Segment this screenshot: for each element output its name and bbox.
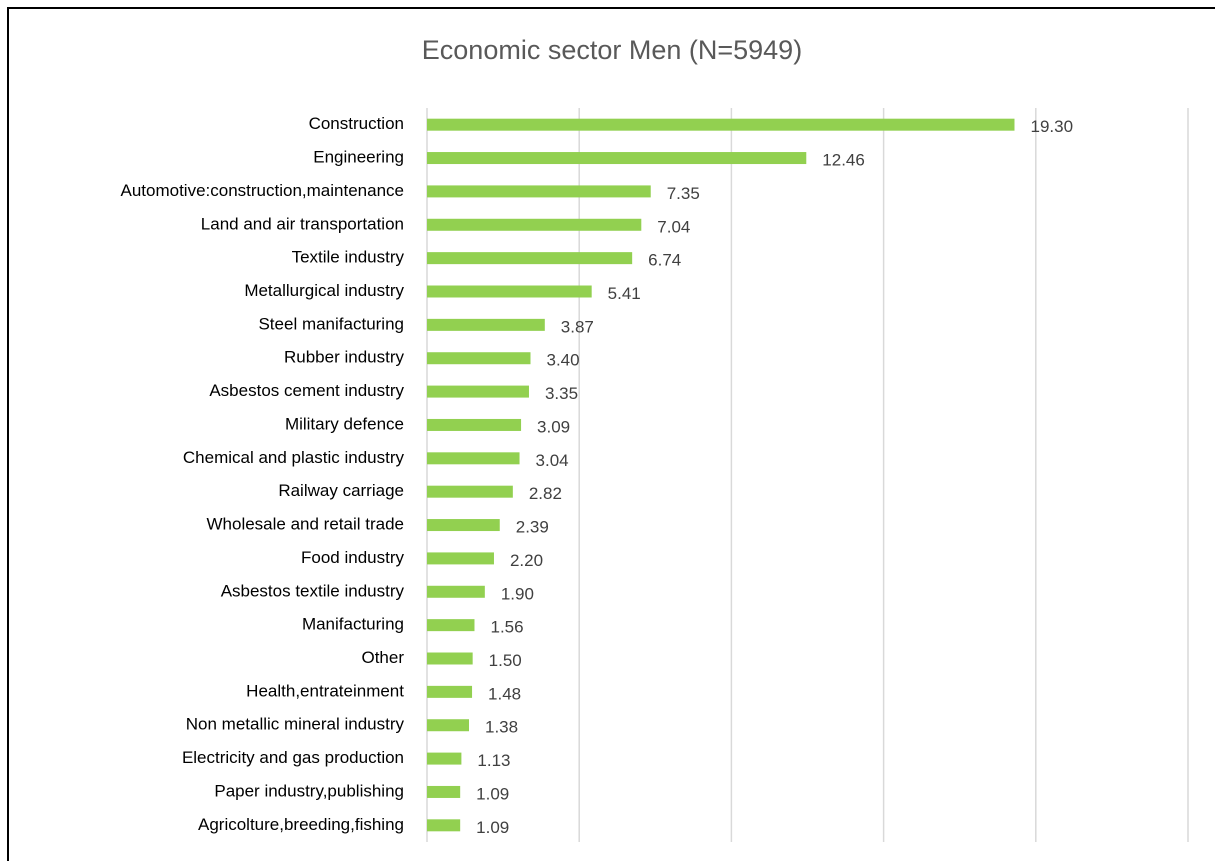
bar [427,418,522,431]
bar [427,485,513,498]
y-tick-label: Military defence [285,414,404,433]
y-tick-label: Health,entrateinment [246,681,404,700]
data-label: 7.35 [667,184,700,203]
data-label: 1.48 [488,684,521,703]
y-tick-label: Engineering [313,148,404,167]
data-label: 2.82 [529,484,562,503]
bar [427,452,520,465]
bar [427,652,473,665]
y-tick-label: Non metallic mineral industry [186,715,405,734]
y-tick-label: Other [361,648,404,667]
y-tick-label: Manifacturing [302,615,404,634]
bar [427,519,500,532]
bar [427,619,475,632]
data-label: 2.39 [516,518,549,537]
frame [7,7,1215,861]
y-tick-label: Food industry [301,548,404,567]
bar [427,785,461,798]
data-label: 1.50 [489,651,522,670]
data-label: 3.87 [561,317,594,336]
bar [427,218,642,231]
y-tick-label: Construction [309,114,404,133]
y-tick-label: Railway carriage [278,481,404,500]
bar [427,152,807,165]
data-label: 6.74 [648,251,681,270]
data-label: 19.30 [1030,117,1073,136]
y-tick-label: Rubber industry [284,348,405,367]
bar [427,585,485,598]
y-tick-label: Metallurgical industry [244,281,404,300]
y-tick-label: Agricolture,breeding,fishing [198,815,404,834]
y-tick-label: Asbestos cement industry [209,381,404,400]
y-tick-label: Paper industry,publishing [214,781,404,800]
data-label: 3.40 [546,351,579,370]
y-tick-label: Textile industry [292,248,405,267]
y-tick-label: Wholesale and retail trade [206,515,404,534]
y-tick-label: Chemical and plastic industry [183,448,405,467]
chart-title: Economic sector Men (N=5949) [422,35,802,65]
y-tick-label: Automotive:construction,maintenance [121,181,405,200]
bar [427,819,461,832]
bar [427,352,531,365]
data-label: 1.09 [476,784,509,803]
bar [427,185,651,198]
bar [427,118,1015,131]
bar [427,252,633,265]
data-label: 5.41 [608,284,641,303]
data-label: 1.13 [477,751,510,770]
y-tick-label: Electricity and gas production [182,748,404,767]
data-label: 3.35 [545,384,578,403]
bar [427,318,545,331]
data-label: 7.04 [657,217,690,236]
y-tick-label: Land and air transportation [201,214,404,233]
bar [427,385,529,398]
y-tick-label: Asbestos textile industry [221,581,405,600]
data-label: 1.56 [490,618,523,637]
data-label: 1.09 [476,818,509,837]
data-label: 1.90 [501,584,534,603]
bar [427,685,473,698]
bar [427,752,462,765]
data-label: 1.38 [485,718,518,737]
bar [427,719,470,732]
y-tick-label: Steel manifacturing [258,314,404,333]
data-label: 12.46 [822,151,865,170]
bar [427,552,494,565]
data-label: 3.04 [536,451,569,470]
data-label: 2.20 [510,551,543,570]
bar [427,285,592,298]
data-label: 3.09 [537,417,570,436]
